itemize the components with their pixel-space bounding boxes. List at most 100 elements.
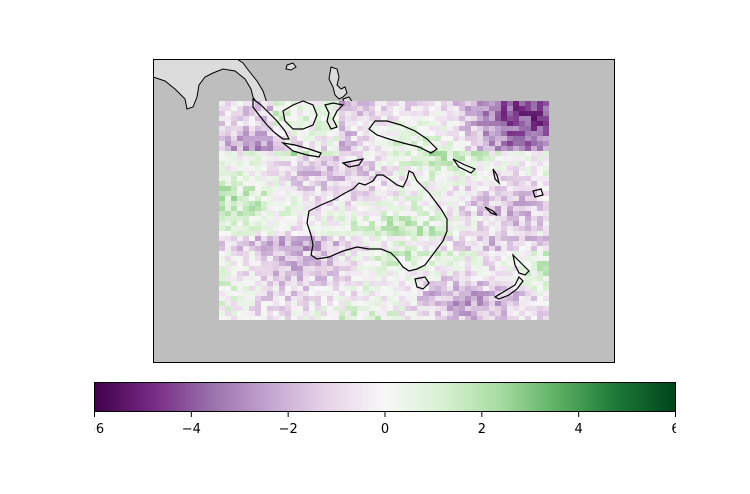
- field-cell: [363, 166, 370, 172]
- field-cell: [309, 141, 316, 147]
- field-cell: [369, 181, 376, 187]
- field-cell: [387, 246, 394, 252]
- field-cell: [495, 236, 502, 242]
- field-cell: [411, 266, 418, 272]
- field-cell: [387, 126, 394, 132]
- field-cell: [387, 196, 394, 202]
- field-cell: [243, 126, 250, 132]
- field-cell: [255, 151, 262, 157]
- field-cell: [225, 211, 232, 217]
- field-cell: [399, 226, 406, 232]
- field-cell: [225, 306, 232, 312]
- field-cell: [219, 101, 226, 107]
- field-cell: [357, 141, 364, 147]
- field-cell: [225, 286, 232, 292]
- field-cell: [459, 151, 466, 157]
- field-cell: [279, 166, 286, 172]
- field-cell: [519, 126, 526, 132]
- field-cell: [357, 261, 364, 267]
- field-cell: [429, 226, 436, 232]
- field-cell: [285, 166, 292, 172]
- field-cell: [429, 166, 436, 172]
- field-cell: [387, 281, 394, 287]
- field-cell: [537, 121, 544, 127]
- field-cell: [363, 301, 370, 307]
- field-cell: [471, 156, 478, 162]
- field-cell: [483, 266, 490, 272]
- field-cell: [327, 271, 334, 277]
- field-cell: [525, 251, 532, 257]
- field-cell: [339, 276, 346, 282]
- field-cell: [435, 256, 442, 262]
- field-cell: [321, 161, 328, 167]
- field-cell: [273, 316, 280, 320]
- field-cell: [537, 291, 544, 297]
- field-cell: [543, 141, 549, 147]
- field-cell: [393, 286, 400, 292]
- field-cell: [477, 186, 484, 192]
- field-cell: [315, 126, 322, 132]
- field-cell: [381, 296, 388, 302]
- field-cell: [483, 176, 490, 182]
- field-cell: [483, 286, 490, 292]
- field-cell: [237, 106, 244, 112]
- field-cell: [477, 196, 484, 202]
- field-cell: [399, 141, 406, 147]
- field-cell: [489, 311, 496, 317]
- field-cell: [411, 281, 418, 287]
- field-cell: [453, 291, 460, 297]
- field-cell: [345, 206, 352, 212]
- field-cell: [519, 141, 526, 147]
- field-cell: [531, 121, 538, 127]
- field-cell: [501, 246, 508, 252]
- field-cell: [285, 296, 292, 302]
- field-cell: [399, 291, 406, 297]
- field-cell: [309, 276, 316, 282]
- field-cell: [513, 186, 520, 192]
- field-cell: [495, 246, 502, 252]
- field-cell: [489, 251, 496, 257]
- field-cell: [267, 216, 274, 222]
- coastlines: [252, 97, 544, 300]
- field-cell: [375, 311, 382, 317]
- field-cell: [531, 181, 538, 187]
- field-cell: [339, 181, 346, 187]
- field-cell: [351, 261, 358, 267]
- field-cell: [285, 191, 292, 197]
- field-cell: [279, 316, 286, 320]
- field-cell: [519, 176, 526, 182]
- field-cell: [357, 306, 364, 312]
- field-cell: [387, 116, 394, 122]
- field-cell: [231, 221, 238, 227]
- field-cell: [525, 271, 532, 277]
- field-cell: [279, 121, 286, 127]
- field-cell: [249, 296, 256, 302]
- field-cell: [315, 196, 322, 202]
- field-cell: [243, 121, 250, 127]
- field-cell: [381, 201, 388, 207]
- field-cell: [255, 161, 262, 167]
- field-cell: [261, 316, 268, 320]
- field-cell: [465, 221, 472, 227]
- field-cell: [357, 221, 364, 227]
- field-cell: [369, 141, 376, 147]
- field-cell: [429, 261, 436, 267]
- field-cell: [495, 221, 502, 227]
- field-cell: [489, 231, 496, 237]
- field-cell: [411, 246, 418, 252]
- field-cell: [339, 301, 346, 307]
- field-cell: [297, 131, 304, 137]
- field-cell: [417, 226, 424, 232]
- field-cell: [297, 301, 304, 307]
- field-cell: [369, 256, 376, 262]
- field-cell: [351, 211, 358, 217]
- field-cell: [231, 201, 238, 207]
- field-cell: [393, 161, 400, 167]
- field-cell: [351, 231, 358, 237]
- field-cell: [279, 291, 286, 297]
- field-cell: [231, 126, 238, 132]
- field-cell: [255, 196, 262, 202]
- field-cell: [297, 246, 304, 252]
- field-cell: [441, 231, 448, 237]
- field-cell: [357, 186, 364, 192]
